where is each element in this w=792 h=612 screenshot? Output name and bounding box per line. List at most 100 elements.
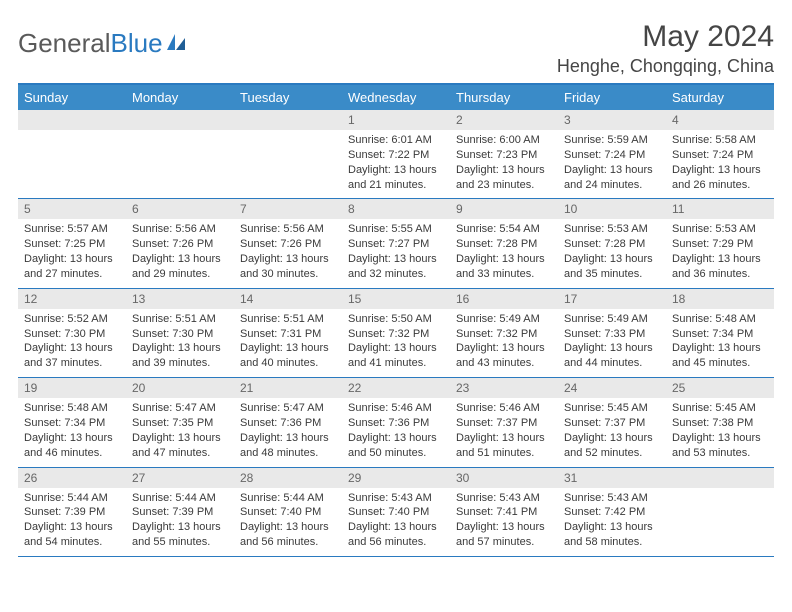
sunset-line: Sunset: 7:39 PM	[24, 505, 120, 520]
calendar: SundayMondayTuesdayWednesdayThursdayFrid…	[18, 83, 774, 557]
date-number: 16	[450, 289, 558, 309]
calendar-cell: 16Sunrise: 5:49 AMSunset: 7:32 PMDayligh…	[450, 289, 558, 377]
calendar-cell: 29Sunrise: 5:43 AMSunset: 7:40 PMDayligh…	[342, 468, 450, 556]
sunrise-line: Sunrise: 5:45 AM	[564, 401, 660, 416]
sunset-line: Sunset: 7:40 PM	[240, 505, 336, 520]
date-number	[126, 110, 234, 130]
calendar-cell	[126, 110, 234, 198]
calendar-cell: 11Sunrise: 5:53 AMSunset: 7:29 PMDayligh…	[666, 199, 774, 287]
cell-details: Sunrise: 5:56 AMSunset: 7:26 PMDaylight:…	[234, 219, 342, 287]
sunrise-line: Sunrise: 5:58 AM	[672, 133, 768, 148]
location-subtitle: Henghe, Chongqing, China	[557, 56, 774, 77]
sunset-line: Sunset: 7:29 PM	[672, 237, 768, 252]
daylight-line: Daylight: 13 hours and 30 minutes.	[240, 252, 336, 282]
date-number: 1	[342, 110, 450, 130]
daylight-line: Daylight: 13 hours and 48 minutes.	[240, 431, 336, 461]
date-number: 8	[342, 199, 450, 219]
daylight-line: Daylight: 13 hours and 36 minutes.	[672, 252, 768, 282]
date-number: 27	[126, 468, 234, 488]
daylight-line: Daylight: 13 hours and 23 minutes.	[456, 163, 552, 193]
calendar-week: 1Sunrise: 6:01 AMSunset: 7:22 PMDaylight…	[18, 110, 774, 199]
sunrise-line: Sunrise: 5:48 AM	[24, 401, 120, 416]
date-number: 22	[342, 378, 450, 398]
sunrise-line: Sunrise: 5:49 AM	[564, 312, 660, 327]
date-number: 11	[666, 199, 774, 219]
date-number: 3	[558, 110, 666, 130]
calendar-cell: 3Sunrise: 5:59 AMSunset: 7:24 PMDaylight…	[558, 110, 666, 198]
date-number: 5	[18, 199, 126, 219]
cell-details: Sunrise: 5:46 AMSunset: 7:36 PMDaylight:…	[342, 398, 450, 466]
month-title: May 2024	[557, 20, 774, 54]
daylight-line: Daylight: 13 hours and 26 minutes.	[672, 163, 768, 193]
calendar-cell: 31Sunrise: 5:43 AMSunset: 7:42 PMDayligh…	[558, 468, 666, 556]
cell-details: Sunrise: 6:00 AMSunset: 7:23 PMDaylight:…	[450, 130, 558, 198]
date-number	[666, 468, 774, 488]
date-number: 13	[126, 289, 234, 309]
sunrise-line: Sunrise: 5:51 AM	[132, 312, 228, 327]
logo-text-part2: Blue	[111, 28, 163, 59]
sunrise-line: Sunrise: 5:50 AM	[348, 312, 444, 327]
cell-details: Sunrise: 5:55 AMSunset: 7:27 PMDaylight:…	[342, 219, 450, 287]
calendar-cell: 6Sunrise: 5:56 AMSunset: 7:26 PMDaylight…	[126, 199, 234, 287]
calendar-cell: 17Sunrise: 5:49 AMSunset: 7:33 PMDayligh…	[558, 289, 666, 377]
cell-details: Sunrise: 5:43 AMSunset: 7:40 PMDaylight:…	[342, 488, 450, 556]
cell-details: Sunrise: 5:58 AMSunset: 7:24 PMDaylight:…	[666, 130, 774, 198]
date-number: 19	[18, 378, 126, 398]
daylight-line: Daylight: 13 hours and 37 minutes.	[24, 341, 120, 371]
logo-sail-icon	[165, 28, 187, 59]
sunset-line: Sunset: 7:26 PM	[240, 237, 336, 252]
date-number: 23	[450, 378, 558, 398]
date-number: 2	[450, 110, 558, 130]
sunset-line: Sunset: 7:36 PM	[240, 416, 336, 431]
daylight-line: Daylight: 13 hours and 35 minutes.	[564, 252, 660, 282]
cell-details: Sunrise: 5:53 AMSunset: 7:29 PMDaylight:…	[666, 219, 774, 287]
sunrise-line: Sunrise: 6:00 AM	[456, 133, 552, 148]
date-number: 4	[666, 110, 774, 130]
day-header-monday: Monday	[126, 85, 234, 110]
calendar-cell: 30Sunrise: 5:43 AMSunset: 7:41 PMDayligh…	[450, 468, 558, 556]
daylight-line: Daylight: 13 hours and 50 minutes.	[348, 431, 444, 461]
date-number	[234, 110, 342, 130]
sunset-line: Sunset: 7:36 PM	[348, 416, 444, 431]
calendar-cell: 10Sunrise: 5:53 AMSunset: 7:28 PMDayligh…	[558, 199, 666, 287]
daylight-line: Daylight: 13 hours and 45 minutes.	[672, 341, 768, 371]
date-number: 25	[666, 378, 774, 398]
sunrise-line: Sunrise: 5:56 AM	[240, 222, 336, 237]
date-number	[18, 110, 126, 130]
date-number: 26	[18, 468, 126, 488]
daylight-line: Daylight: 13 hours and 54 minutes.	[24, 520, 120, 550]
calendar-cell: 28Sunrise: 5:44 AMSunset: 7:40 PMDayligh…	[234, 468, 342, 556]
daylight-line: Daylight: 13 hours and 41 minutes.	[348, 341, 444, 371]
cell-details: Sunrise: 5:44 AMSunset: 7:39 PMDaylight:…	[126, 488, 234, 556]
daylight-line: Daylight: 13 hours and 58 minutes.	[564, 520, 660, 550]
sunset-line: Sunset: 7:38 PM	[672, 416, 768, 431]
date-number: 17	[558, 289, 666, 309]
daylight-line: Daylight: 13 hours and 51 minutes.	[456, 431, 552, 461]
daylight-line: Daylight: 13 hours and 44 minutes.	[564, 341, 660, 371]
calendar-cell: 12Sunrise: 5:52 AMSunset: 7:30 PMDayligh…	[18, 289, 126, 377]
sunrise-line: Sunrise: 5:51 AM	[240, 312, 336, 327]
sunset-line: Sunset: 7:35 PM	[132, 416, 228, 431]
calendar-cell: 24Sunrise: 5:45 AMSunset: 7:37 PMDayligh…	[558, 378, 666, 466]
sunrise-line: Sunrise: 5:54 AM	[456, 222, 552, 237]
sunset-line: Sunset: 7:37 PM	[456, 416, 552, 431]
sunset-line: Sunset: 7:28 PM	[564, 237, 660, 252]
day-header-saturday: Saturday	[666, 85, 774, 110]
sunrise-line: Sunrise: 5:44 AM	[24, 491, 120, 506]
sunset-line: Sunset: 7:24 PM	[672, 148, 768, 163]
sunrise-line: Sunrise: 5:46 AM	[348, 401, 444, 416]
sunrise-line: Sunrise: 5:55 AM	[348, 222, 444, 237]
sunset-line: Sunset: 7:32 PM	[348, 327, 444, 342]
calendar-cell: 18Sunrise: 5:48 AMSunset: 7:34 PMDayligh…	[666, 289, 774, 377]
date-number: 6	[126, 199, 234, 219]
date-number: 12	[18, 289, 126, 309]
daylight-line: Daylight: 13 hours and 33 minutes.	[456, 252, 552, 282]
logo: GeneralBlue	[18, 28, 187, 59]
sunrise-line: Sunrise: 5:53 AM	[564, 222, 660, 237]
sunset-line: Sunset: 7:34 PM	[672, 327, 768, 342]
cell-details: Sunrise: 5:44 AMSunset: 7:39 PMDaylight:…	[18, 488, 126, 556]
sunset-line: Sunset: 7:26 PM	[132, 237, 228, 252]
cell-details: Sunrise: 5:50 AMSunset: 7:32 PMDaylight:…	[342, 309, 450, 377]
daylight-line: Daylight: 13 hours and 40 minutes.	[240, 341, 336, 371]
date-number: 14	[234, 289, 342, 309]
